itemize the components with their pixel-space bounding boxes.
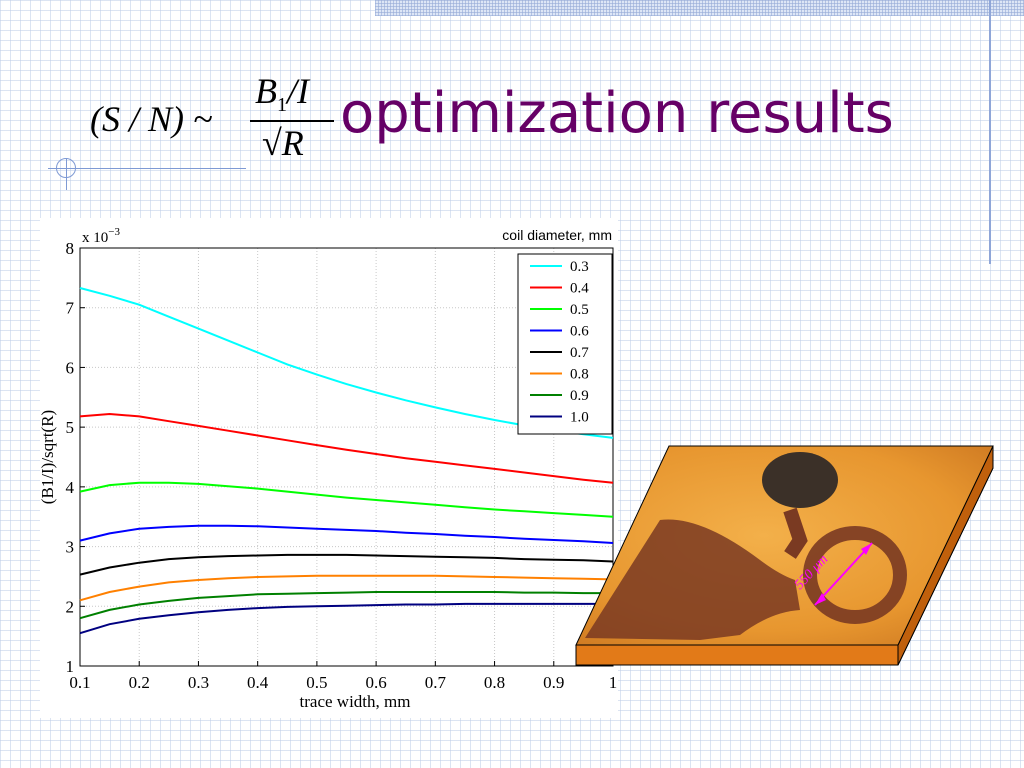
legend-label-0.3: 0.3: [570, 259, 589, 275]
y-tick-label: 3: [66, 538, 75, 557]
formula-lhs: (S / N) ~: [90, 99, 213, 139]
series-line-1.0: [79, 602, 613, 635]
x-tick-label: 0.3: [188, 673, 209, 692]
right-decorative-line: [989, 0, 991, 264]
y-tick-label: 6: [66, 358, 75, 377]
signal-to-noise-formula: (S / N) ~ B1/I √R: [90, 70, 340, 170]
y-tick-label: 5: [66, 418, 75, 437]
plot-frame: [79, 247, 614, 667]
x-tick-label: 0.5: [306, 673, 327, 692]
chart-legend: 0.3 0.4 0.5 0.6 0.7 0.8 0.9 1.0: [517, 253, 613, 435]
coil-loop: [803, 526, 907, 624]
dimension-arrowhead-end: [861, 543, 872, 555]
chart-series: [79, 287, 614, 635]
legend-label-1.0: 1.0: [570, 410, 589, 426]
series-line-0.4: [79, 412, 614, 484]
formula-numerator: B1/I: [255, 70, 309, 117]
x-tick-label: 0.4: [247, 673, 269, 692]
dimension-arrowhead-start: [815, 593, 826, 605]
legend-label-0.4: 0.4: [570, 281, 589, 297]
x-tick-label: 0.1: [69, 673, 90, 692]
formula-denominator-var: R: [281, 123, 304, 163]
legend-label-0.6: 0.6: [570, 324, 589, 340]
x-tick-label: 0.8: [484, 673, 505, 692]
formula-numerator-sub: 1: [277, 94, 287, 117]
top-decorative-band: [375, 0, 1024, 16]
slide-title: optimization results: [340, 81, 894, 146]
crosshair-decoration-circle: [56, 158, 76, 178]
series-line-0.5: [79, 481, 614, 518]
legend-label-0.5: 0.5: [570, 302, 589, 318]
dimension-arrow: [814, 542, 873, 606]
trace-lead: [585, 519, 800, 640]
y-axis-label: (B1/I)/sqrt(R): [38, 410, 57, 504]
x-axis-label: trace width, mm: [300, 692, 411, 711]
legend-label-0.8: 0.8: [570, 367, 589, 383]
coil-trace-up: [783, 507, 808, 559]
legend-label-0.7: 0.7: [570, 345, 589, 361]
formula-fraction-bar: [250, 120, 334, 122]
x-tick-label: 0.9: [543, 673, 564, 692]
formula-numerator-rest: /I: [287, 71, 309, 111]
x-tick-label: 0.6: [365, 673, 386, 692]
series-line-0.7: [79, 553, 614, 576]
legend-box: [517, 253, 613, 435]
series-line-0.8: [79, 574, 614, 602]
formula-numerator-var: B: [255, 71, 277, 111]
series-line-0.6: [79, 524, 614, 544]
x-tick-label: 0.2: [129, 673, 150, 692]
y-tick-label: 4: [66, 478, 75, 497]
crosshair-decoration-line: [48, 168, 246, 169]
formula-denominator: √R: [262, 122, 304, 164]
y-tick-label: 1: [66, 657, 75, 676]
y-tick-label: 8: [66, 239, 75, 258]
x-tick-label: 1: [609, 673, 618, 692]
y-tick-label: 2: [66, 597, 75, 616]
legend-label-0.9: 0.9: [570, 388, 589, 404]
series-line-0.9: [79, 591, 613, 620]
legend-title: coil diameter, mm: [502, 227, 612, 243]
y-multiplier-label: x 10−3: [82, 226, 120, 246]
square-root-icon: √: [262, 123, 282, 163]
bond-pad: [762, 452, 838, 508]
y-tick-label: 7: [66, 299, 75, 318]
axis-ticks: 0.1 0.2 0.3 0.4 0.5 0.6 0.7 0.8 0.9 1 1 2 3 4 5 6 7 8: [66, 239, 618, 692]
x-tick-label: 0.7: [425, 673, 447, 692]
